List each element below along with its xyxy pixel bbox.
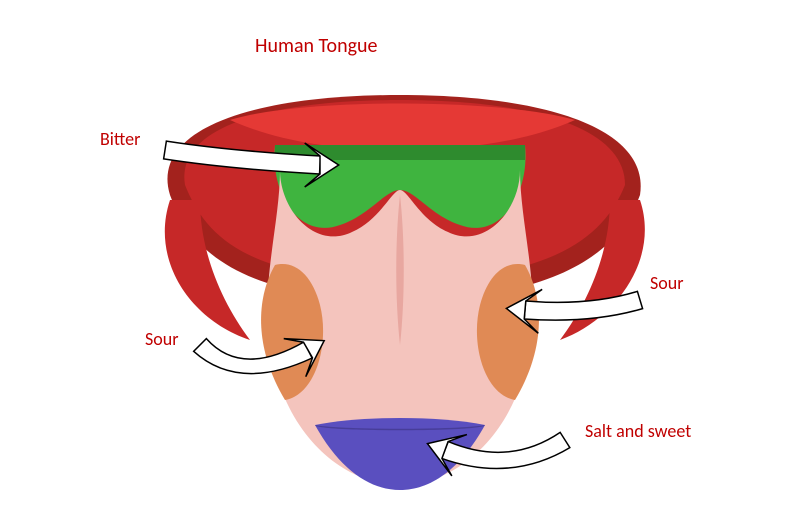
sour_right-arrow-shaft — [524, 291, 642, 320]
title: Human Tongue — [255, 34, 377, 58]
label-sour-right: Sour — [650, 272, 684, 294]
label-salt-sweet: Salt and sweet — [585, 420, 691, 442]
label-bitter: Bitter — [100, 128, 140, 150]
label-sour-left: Sour — [145, 328, 179, 350]
salt_sweet-arrow — [427, 432, 569, 475]
tongue-group — [261, 145, 539, 490]
